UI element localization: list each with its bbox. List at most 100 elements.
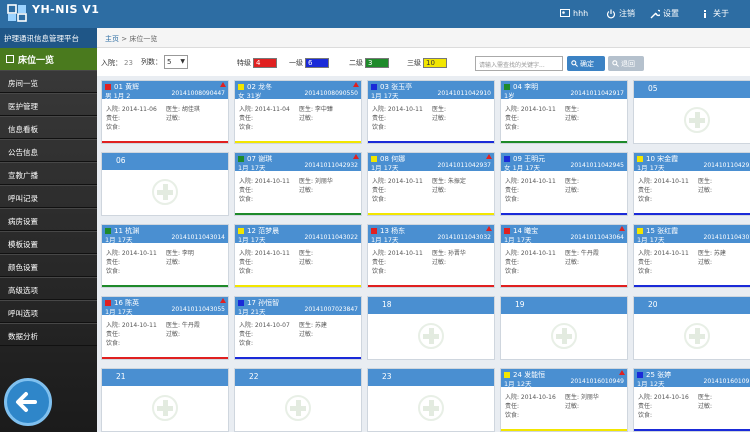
bed-number: 01 [114,83,123,91]
sidebar-item[interactable]: 医护管理 [0,93,97,116]
bed-number: 20 [648,300,658,309]
bed-card[interactable]: 08 何娜 1月 17天 20141011042937 入院: 2014-10-11… [367,152,495,216]
bed-card[interactable]: 14 曦宝 1月 17天 20141011043064 入院: 2014-10-11… [500,224,628,288]
patient-meta: 1月 17天 [238,162,265,172]
bed-card[interactable]: 13 杨东 1月 17天 20141011043032 入院: 2014-10-11… [367,224,495,288]
breadcrumb-home[interactable]: 主页 [105,35,119,43]
sidebar-item[interactable]: 房间一览 [0,70,97,93]
sidebar-item[interactable]: 模板设置 [0,231,97,254]
bed-number: 22 [249,372,259,381]
user-menu[interactable]: hhh [560,8,588,18]
sidebar-item[interactable]: 呼叫选项 [0,300,97,323]
bed-card[interactable]: 09 王明元女 1月 17天 20141011042945 入院: 2014-10-… [500,152,628,216]
bed-card[interactable]: 10 宋金霞 1月 17天 20141011042950 入院: 2014-10-1… [633,152,750,216]
patient-age: 1月 17天 [105,308,133,316]
diet: 饮食: [638,196,653,203]
patient-sex: 女 [504,164,511,172]
nurse: 责任: [239,115,254,122]
settings-button[interactable]: 设置 [650,8,679,19]
level-bar [235,213,361,215]
allergy: 过敏: [698,187,713,194]
bed-card[interactable]: 11 杭渊 1月 17天 20141011043014 入院: 2014-10-11… [101,224,229,288]
bed-header: 16 陈英 1月 17天 20141011043055 [102,297,228,316]
level-count-badge[interactable]: 3 [365,58,389,68]
bed-card[interactable]: 22 [234,368,362,432]
bed-card[interactable]: 15 张红霞 1月 17天 20141011043074 入院: 2014-10-1… [633,224,750,288]
nurse: 责任: [106,259,121,266]
level-dot [371,84,377,90]
sidebar-item[interactable]: 数据分析 [0,323,97,346]
bed-number: 03 [380,83,389,91]
medical-cross-icon [152,395,178,421]
admitted-label: 入院： [101,59,122,67]
sidebar-item[interactable]: 信息看板 [0,116,97,139]
level-bar [235,141,361,143]
nurse: 责任: [638,187,653,194]
patient-meta: 1月 17天 [371,234,398,244]
bed-number: 07 [247,155,256,163]
bed-card[interactable]: 21 [101,368,229,432]
logout-button[interactable]: 注销 [606,8,635,19]
bed-card[interactable]: 12 范梦晨 1月 17天 20141011043022 入院: 2014-10-1… [234,224,362,288]
bed-card[interactable]: 04 李明 1岁 20141011042917 入院: 2014-10-11 医生: 责… [500,80,628,144]
bed-card[interactable]: 03 张玉亭 1月 17天 20141011042910 入院: 2014-10-1… [367,80,495,144]
diet: 饮食: [505,412,520,419]
bed-card[interactable]: 23 [367,368,495,432]
patient-age: 1月 21天 [238,308,266,316]
bed-card[interactable]: 20 [633,296,750,360]
admit-date: 入院: 2014-10-11 [372,106,423,113]
bed-number: 23 [382,372,392,381]
level-label: 特级 [237,59,251,67]
patient-id: 20141011042932 [304,162,358,169]
return-button[interactable]: 退回 [608,56,644,71]
bed-title: 01 黄辉 [105,82,139,92]
patient-name: 发能恒 [524,371,546,379]
sidebar-item[interactable]: 宣教广播 [0,162,97,185]
level-legend: 二级 3 [349,58,389,68]
arrow-left-icon [16,392,37,412]
bed-card[interactable]: 25 张婷 1月 12天 20141016010911 入院: 2014-10-16… [633,368,750,432]
confirm-button[interactable]: 确定 [567,56,605,71]
diet: 饮食: [505,268,520,275]
bed-card[interactable]: 02 龙冬女 31岁 20141008090550 入院: 2014-11-04 医生… [234,80,362,144]
bed-card[interactable]: 16 陈英 1月 17天 20141011043055 入院: 2014-10-11… [101,296,229,360]
bed-header: 14 曦宝 1月 17天 20141011043064 [501,225,627,244]
bed-card[interactable]: 18 [367,296,495,360]
level-bar [634,429,750,431]
bed-title: 08 何娜 [371,154,405,164]
bed-card[interactable]: 24 发能恒 1月 12天 20141016010949 入院: 2014-10-1… [500,368,628,432]
sidebar-item[interactable]: 公告信息 [0,139,97,162]
search-input[interactable]: 请输入需查找的关键字... [475,56,563,71]
level-count-badge[interactable]: 6 [305,58,329,68]
bed-card[interactable]: 07 谢琪 1月 17天 20141011042932 入院: 2014-10-11… [234,152,362,216]
level-count-badge[interactable]: 10 [423,58,447,68]
sidebar-title[interactable]: 床位一览 [0,48,97,70]
doctor: 医生: 苏建 [299,322,327,329]
sidebar-item[interactable]: 颜色设置 [0,254,97,277]
sidebar-item[interactable]: 呼叫记录 [0,185,97,208]
level-bar [501,429,627,431]
patient-id: 20141011043032 [437,234,491,241]
columns-select[interactable]: 5 ▼ [164,55,188,69]
sidebar-item[interactable]: 病房设置 [0,208,97,231]
diet: 饮食: [106,340,121,347]
bed-card[interactable]: 19 [500,296,628,360]
bed-card[interactable]: 05 [633,80,750,144]
level-count-badge[interactable]: 4 [253,58,277,68]
level-label: 三级 [407,59,421,67]
bed-number: 08 [380,155,389,163]
diet: 饮食: [505,124,520,131]
bed-card[interactable]: 01 黄辉男 1月 2 20141008090447 入院: 2014-11-06 医… [101,80,229,144]
sidebar-item[interactable]: 高级选项 [0,277,97,300]
medical-cross-icon [418,395,444,421]
back-button[interactable] [4,378,52,426]
patient-name: 黄辉 [125,83,140,91]
admit-date: 入院: 2014-10-16 [638,394,689,401]
about-button[interactable]: 关于 [700,8,729,19]
level-legend: 特级 4 [237,58,277,68]
bed-card[interactable]: 06 [101,152,229,216]
allergy: 过敏: [166,259,181,266]
patient-meta: 1月 17天 [637,162,664,172]
bed-header: 17 孙恒智 1月 21天 20141007023847 [235,297,361,316]
bed-card[interactable]: 17 孙恒智 1月 21天 20141007023847 入院: 2014-10-0… [234,296,362,360]
